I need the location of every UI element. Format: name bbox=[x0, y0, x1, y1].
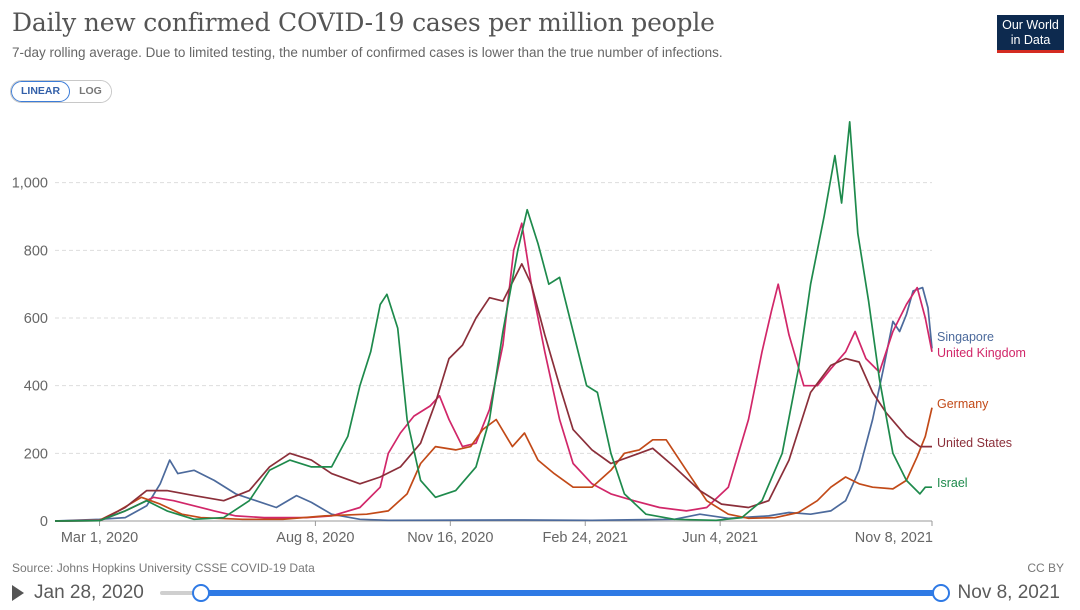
x-tick-label: Nov 8, 2021 bbox=[855, 530, 933, 546]
x-tick-label: Feb 24, 2021 bbox=[543, 530, 628, 546]
line-chart: 0 200 400 600 800 1,000 Mar 1, 2020 Aug 8, 2020… bbox=[12, 120, 1026, 546]
legend-label-germany: Germany bbox=[937, 397, 989, 411]
log-scale-button[interactable]: LOG bbox=[70, 81, 111, 102]
legend-label-united-kingdom: United Kingdom bbox=[937, 346, 1026, 360]
x-tick-label: Aug 8, 2020 bbox=[276, 530, 354, 546]
timeline-end-handle[interactable] bbox=[932, 584, 950, 602]
x-tick-label: Mar 1, 2020 bbox=[61, 530, 138, 546]
x-tick-label: Nov 16, 2020 bbox=[407, 530, 493, 546]
series-line-united-kingdom bbox=[54, 222, 933, 522]
series-line-germany bbox=[54, 407, 933, 522]
timeline-selected-range[interactable] bbox=[200, 590, 941, 596]
timeline-start-handle[interactable] bbox=[192, 584, 210, 602]
y-tick-label: 400 bbox=[24, 379, 48, 395]
series-line-united-states bbox=[54, 263, 932, 522]
y-tick-label: 1,000 bbox=[12, 176, 48, 192]
timeline-end-label: Nov 8, 2021 bbox=[957, 582, 1060, 603]
legend-label-israel: Israel bbox=[937, 476, 968, 490]
timeline-start-label: Jan 28, 2020 bbox=[34, 582, 144, 603]
chart-subtitle: 7-day rolling average. Due to limited te… bbox=[12, 45, 723, 60]
y-tick-label: 800 bbox=[24, 243, 48, 259]
legend-label-singapore: Singapore bbox=[937, 330, 994, 344]
series-line-israel bbox=[54, 120, 932, 522]
y-tick-label: 200 bbox=[24, 446, 48, 462]
play-icon[interactable] bbox=[12, 585, 24, 601]
legend-label-united-states: United States bbox=[937, 436, 1012, 450]
logo-line-1: Our World bbox=[1002, 18, 1059, 32]
linear-scale-button[interactable]: LINEAR bbox=[11, 81, 71, 102]
x-tick-label: Jun 4, 2021 bbox=[682, 530, 758, 546]
series-line-singapore bbox=[54, 286, 933, 522]
license-note[interactable]: CC BY bbox=[1027, 561, 1064, 575]
chart-title: Daily new confirmed COVID-19 cases per m… bbox=[12, 8, 715, 37]
logo-line-2: in Data bbox=[1010, 33, 1051, 47]
owid-logo[interactable]: Our World in Data bbox=[997, 15, 1064, 53]
y-tick-label: 600 bbox=[24, 311, 48, 327]
y-tick-label: 0 bbox=[40, 514, 48, 530]
scale-toggle: LINEAR LOG bbox=[10, 80, 112, 103]
source-note[interactable]: Source: Johns Hopkins University CSSE CO… bbox=[12, 561, 315, 575]
